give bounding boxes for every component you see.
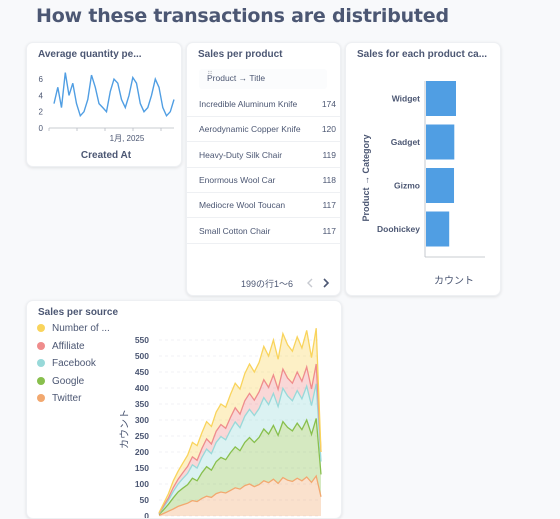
table-row[interactable]: Incredible Aluminum Knife 174 <box>187 91 340 117</box>
y-tick-label: 300 <box>135 415 149 425</box>
y-tick-label: 0 <box>39 124 44 133</box>
table-row[interactable]: Small Cotton Chair 117 <box>187 218 340 244</box>
y-tick-label: 150 <box>135 463 149 473</box>
pagination-label: 199の行1〜6 <box>241 279 294 289</box>
card-title[interactable]: Sales per source <box>38 307 119 318</box>
count-cell: 117 <box>322 225 336 236</box>
chevron-left-icon[interactable] <box>305 277 315 289</box>
y-tick-label: 50 <box>140 495 150 505</box>
series-area[interactable] <box>159 476 321 516</box>
y-tick-label: 400 <box>135 383 149 393</box>
category-bar[interactable] <box>426 168 455 203</box>
legend-dot-icon <box>37 341 45 350</box>
sales-per-product-card[interactable]: Sales per product Product → Title ⠿ Incr… <box>186 42 341 296</box>
source-area-chart: カウント 0 50 100 150 200 250 300 350 400 450 500 550 <box>119 328 322 519</box>
legend-item[interactable]: Affiliate <box>37 341 85 352</box>
card-title[interactable]: Average quantity pe... <box>38 49 142 60</box>
category-bar[interactable] <box>426 124 455 160</box>
table-row[interactable]: Enormous Wool Car 118 <box>187 167 340 193</box>
x-axis-label: カウント <box>434 275 474 287</box>
average-quantity-chart: 0 2 4 6 1月, 2025 Created At <box>39 72 175 161</box>
card-title[interactable]: Sales for each product ca... <box>357 49 488 60</box>
category-bar[interactable] <box>426 211 450 247</box>
count-cell: 118 <box>322 174 336 185</box>
series-line <box>158 363 322 514</box>
column-header-product-title[interactable]: Product → Title ⠿ <box>199 69 327 89</box>
quantity-line <box>53 72 175 118</box>
product-title-cell[interactable]: Incredible Aluminum Knife <box>199 99 298 109</box>
category-bar-chart: Product → Category Widget Gadget Gizmo Dooh… <box>361 81 485 287</box>
series-line <box>158 383 322 515</box>
y-axis-label: カウント <box>119 409 131 449</box>
series-area[interactable] <box>159 383 321 515</box>
count-cell: 120 <box>321 124 336 135</box>
legend-item[interactable]: Google <box>37 376 84 387</box>
legend-dot-icon <box>37 394 45 403</box>
y-tick-label: 6 <box>39 75 44 84</box>
table-row[interactable]: Heavy-Duty Silk Chair 119 <box>187 142 340 168</box>
count-cell: 117 <box>322 200 336 211</box>
legend-item[interactable]: Number of ... <box>37 323 110 334</box>
legend-label: Number of ... <box>52 323 110 334</box>
y-tick-label: 450 <box>135 367 149 377</box>
column-header-label: Product → Title <box>207 73 266 83</box>
y-tick-label: 0 <box>144 511 149 519</box>
legend-dot-icon <box>37 376 45 385</box>
series-line <box>158 418 322 515</box>
series-area[interactable] <box>159 418 321 516</box>
y-tick-label: 100 <box>135 479 149 489</box>
card-title[interactable]: Sales per product <box>198 49 283 60</box>
sales-per-source-card[interactable]: Sales per source Number of ... Affiliate F… <box>26 300 342 519</box>
count-cell: 174 <box>321 99 336 109</box>
chevron-right-icon[interactable] <box>321 277 331 289</box>
average-quantity-card[interactable]: Average quantity pe... 0 2 4 6 1月, 2025 Cre… <box>26 42 182 167</box>
y-tick-label: 2 <box>39 108 44 117</box>
y-tick-label: 350 <box>135 399 149 409</box>
series-line <box>158 474 322 516</box>
table-row[interactable]: Mediocre Wool Toucan 117 <box>187 192 340 219</box>
legend-label: Twitter <box>52 393 82 405</box>
y-axis-label: Product → Category <box>361 134 371 221</box>
sales-per-category-card[interactable]: Sales for each product ca... Product → C… <box>345 42 501 296</box>
y-tick-label: 500 <box>135 351 149 361</box>
series-area[interactable] <box>159 364 321 514</box>
legend-label: Affiliate <box>52 340 85 352</box>
product-title-cell[interactable]: Small Cotton Chair <box>199 225 271 236</box>
product-title-cell[interactable]: Mediocre Wool Toucan <box>199 200 286 211</box>
legend-item[interactable]: Twitter <box>37 393 81 404</box>
product-title-cell[interactable]: Heavy-Duty Silk Chair <box>199 149 283 160</box>
y-tick-label: 4 <box>39 91 44 100</box>
y-tick-label: 550 <box>135 335 149 345</box>
page-title: How these transactions are distributed <box>36 5 449 27</box>
legend-dot-icon <box>37 324 45 332</box>
y-tick-label: 200 <box>135 447 149 457</box>
category-tick-label: Gadget <box>391 137 420 147</box>
category-tick-label: Doohickey <box>377 224 420 234</box>
legend-item[interactable]: Facebook <box>37 358 96 369</box>
legend-label: Facebook <box>52 358 96 370</box>
series-area[interactable] <box>159 328 321 514</box>
drag-handle-icon[interactable]: ⠿ <box>207 70 213 79</box>
product-title-cell[interactable]: Enormous Wool Car <box>199 174 276 185</box>
table-row[interactable]: Aerodynamic Copper Knife 120 <box>187 116 340 143</box>
legend-dot-icon <box>37 359 45 368</box>
legend-label: Google <box>52 375 85 387</box>
x-axis-label: Created At <box>81 150 132 161</box>
x-tick-label: 1月, 2025 <box>110 134 145 143</box>
category-bar[interactable] <box>426 81 456 116</box>
product-title-cell[interactable]: Aerodynamic Copper Knife <box>199 124 301 135</box>
y-tick-label: 250 <box>135 431 149 441</box>
series-line <box>158 328 322 514</box>
count-cell: 119 <box>322 149 336 160</box>
category-tick-label: Widget <box>392 94 420 104</box>
category-tick-label: Gizmo <box>394 181 420 191</box>
